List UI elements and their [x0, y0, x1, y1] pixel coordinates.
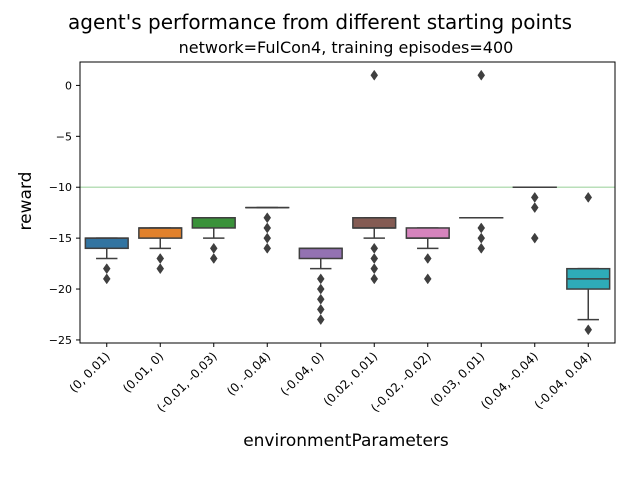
- box: [84, 237, 129, 250]
- outlier-point: [156, 263, 165, 275]
- outlier-point: [263, 212, 272, 224]
- plot-area: 0−5−10−15−20−25(0, 0.01) (0.01, 0)(-0.01,…: [49, 61, 616, 415]
- outlier-point: [263, 222, 272, 234]
- y-tick-label: −5: [56, 130, 72, 143]
- y-tick-label: −15: [49, 232, 72, 245]
- outlier-point: [584, 191, 593, 203]
- outlier-point: [370, 69, 379, 81]
- outlier-point: [316, 293, 325, 305]
- outlier-point: [530, 232, 539, 244]
- outlier-point: [477, 222, 486, 234]
- outlier-point: [102, 273, 111, 285]
- outlier-point: [209, 242, 218, 254]
- outlier-point: [316, 273, 325, 285]
- outlier-point: [316, 283, 325, 295]
- y-axis-label: reward: [16, 172, 36, 231]
- outlier-point: [477, 242, 486, 254]
- outlier-point: [263, 242, 272, 254]
- box: [405, 227, 450, 239]
- outlier-point: [477, 232, 486, 244]
- x-tick-label: (0.03, 0.01): [428, 349, 488, 409]
- axes-frame: [79, 61, 616, 344]
- x-tick-label: (-0.04, 0): [278, 349, 327, 398]
- y-tick-label: −25: [49, 334, 72, 347]
- outlier-point: [530, 202, 539, 214]
- chart-subtitle: network=FulCon4, training episodes=400: [179, 38, 514, 57]
- outlier-point: [530, 191, 539, 203]
- box: [298, 247, 343, 260]
- outlier-point: [370, 273, 379, 285]
- x-tick-label: (0.01, 0): [120, 349, 166, 395]
- y-tick-label: −20: [49, 283, 72, 296]
- outlier-point: [477, 69, 486, 81]
- chart-title: agent's performance from different start…: [68, 10, 572, 34]
- box: [352, 217, 397, 229]
- outlier-point: [156, 253, 165, 264]
- outlier-point: [316, 314, 325, 326]
- outlier-point: [423, 253, 432, 264]
- x-tick-label: (0, -0.04): [224, 349, 273, 398]
- box: [138, 227, 183, 239]
- x-axis-label: environmentParameters: [243, 431, 449, 451]
- box: [191, 217, 236, 229]
- outlier-point: [370, 263, 379, 275]
- y-tick-label: 0: [65, 79, 72, 92]
- x-tick-label: (0.02, 0.01): [321, 349, 381, 409]
- outlier-point: [102, 263, 111, 275]
- x-tick-label: (0, 0.01): [67, 349, 113, 395]
- outlier-point: [370, 242, 379, 254]
- outlier-point: [209, 253, 218, 264]
- outlier-point: [370, 253, 379, 264]
- outlier-point: [316, 303, 325, 315]
- outlier-point: [423, 273, 432, 285]
- x-tick-label: (-0.04, 0.04): [532, 349, 595, 412]
- outlier-point: [584, 324, 593, 336]
- y-tick-label: −10: [49, 181, 72, 194]
- outlier-point: [263, 232, 272, 244]
